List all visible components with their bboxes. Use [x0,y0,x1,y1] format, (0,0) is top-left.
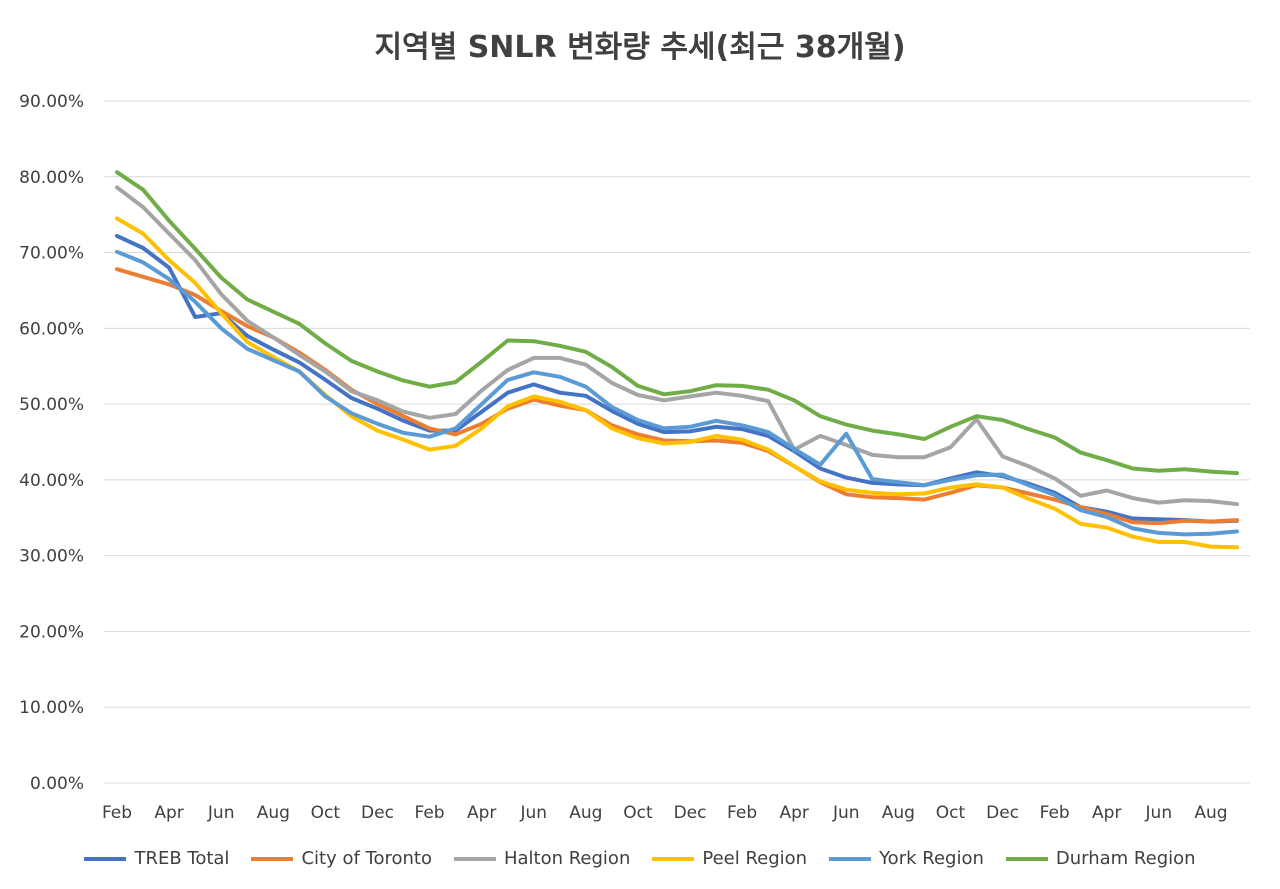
series-line-peel-region [115,216,1239,550]
y-tick-label: 50.00% [19,395,84,415]
legend-swatch [829,856,872,861]
y-tick-label: 40.00% [19,471,84,491]
legend-label: Halton Region [503,848,631,869]
series-line-city-of-toronto [115,267,1239,526]
series-lines [115,170,1239,550]
x-tick-label: Jun [207,803,235,823]
legend-item: TREB Total [84,848,229,869]
x-tick-label: Oct [311,803,341,823]
x-tick-label: Dec [361,803,394,823]
y-tick-label: 30.00% [19,547,84,567]
y-tick-label: 0.00% [30,774,84,794]
y-tick-label: 10.00% [19,698,84,718]
x-tick-label: Aug [882,803,915,823]
x-axis-ticks: Feb Apr Jun Aug Oct Dec Feb Apr Jun Aug Oct Dec Feb A… [102,803,1228,823]
x-tick-label: Apr [1092,803,1121,823]
x-tick-label: Dec [674,803,707,823]
y-tick-label: 20.00% [19,622,84,642]
legend-label: City of Toronto [301,848,432,869]
x-tick-label: Oct [936,803,966,823]
x-tick-label: Jun [1145,803,1173,823]
grid-lines [104,100,1250,784]
series-line-durham-region [115,170,1239,476]
y-tick-label: 60.00% [19,319,84,339]
legend-swatch [84,856,127,861]
x-tick-label: Aug [257,803,290,823]
series-line-treb-total [115,233,1239,524]
legend-swatch [251,856,294,861]
x-tick-label: Dec [986,803,1019,823]
y-tick-label: 70.00% [19,244,84,264]
x-tick-label: Jun [832,803,860,823]
legend-item: York Region [829,848,984,869]
x-tick-label: Feb [1040,803,1070,823]
y-tick-label: 80.00% [19,168,84,188]
x-tick-label: Apr [779,803,808,823]
legend-label: TREB Total [134,848,230,869]
x-tick-label: Apr [154,803,183,823]
series-line-york-region [115,249,1239,537]
x-tick-label: Feb [102,803,132,823]
legend-item: Peel Region [652,848,807,869]
y-axis-ticks: 0.00% 10.00% 20.00% 30.00% 40.00% 50.00% 60.00… [19,92,84,794]
legend-swatch [1005,856,1048,861]
legend: TREB Total City of Toronto Halton Region Pe… [0,848,1280,869]
legend-label: Peel Region [702,848,808,869]
x-tick-label: Oct [623,803,653,823]
legend-item: City of Toronto [251,848,432,869]
legend-label: York Region [879,848,984,869]
x-tick-label: Jun [519,803,547,823]
x-tick-label: Aug [569,803,602,823]
x-tick-label: Apr [467,803,496,823]
chart-title: 지역별 SNLR 변화량 추세(최근 38개월) [374,30,906,65]
x-tick-label: Aug [1194,803,1227,823]
legend-item: Halton Region [453,848,631,869]
x-tick-label: Feb [727,803,757,823]
legend-swatch [453,856,496,861]
series-line-halton-region [115,185,1239,507]
y-tick-label: 90.00% [19,92,84,112]
legend-label: Durham Region [1055,848,1196,869]
legend-item: Durham Region [1005,848,1196,869]
legend-swatch [652,856,695,861]
x-tick-label: Feb [415,803,445,823]
